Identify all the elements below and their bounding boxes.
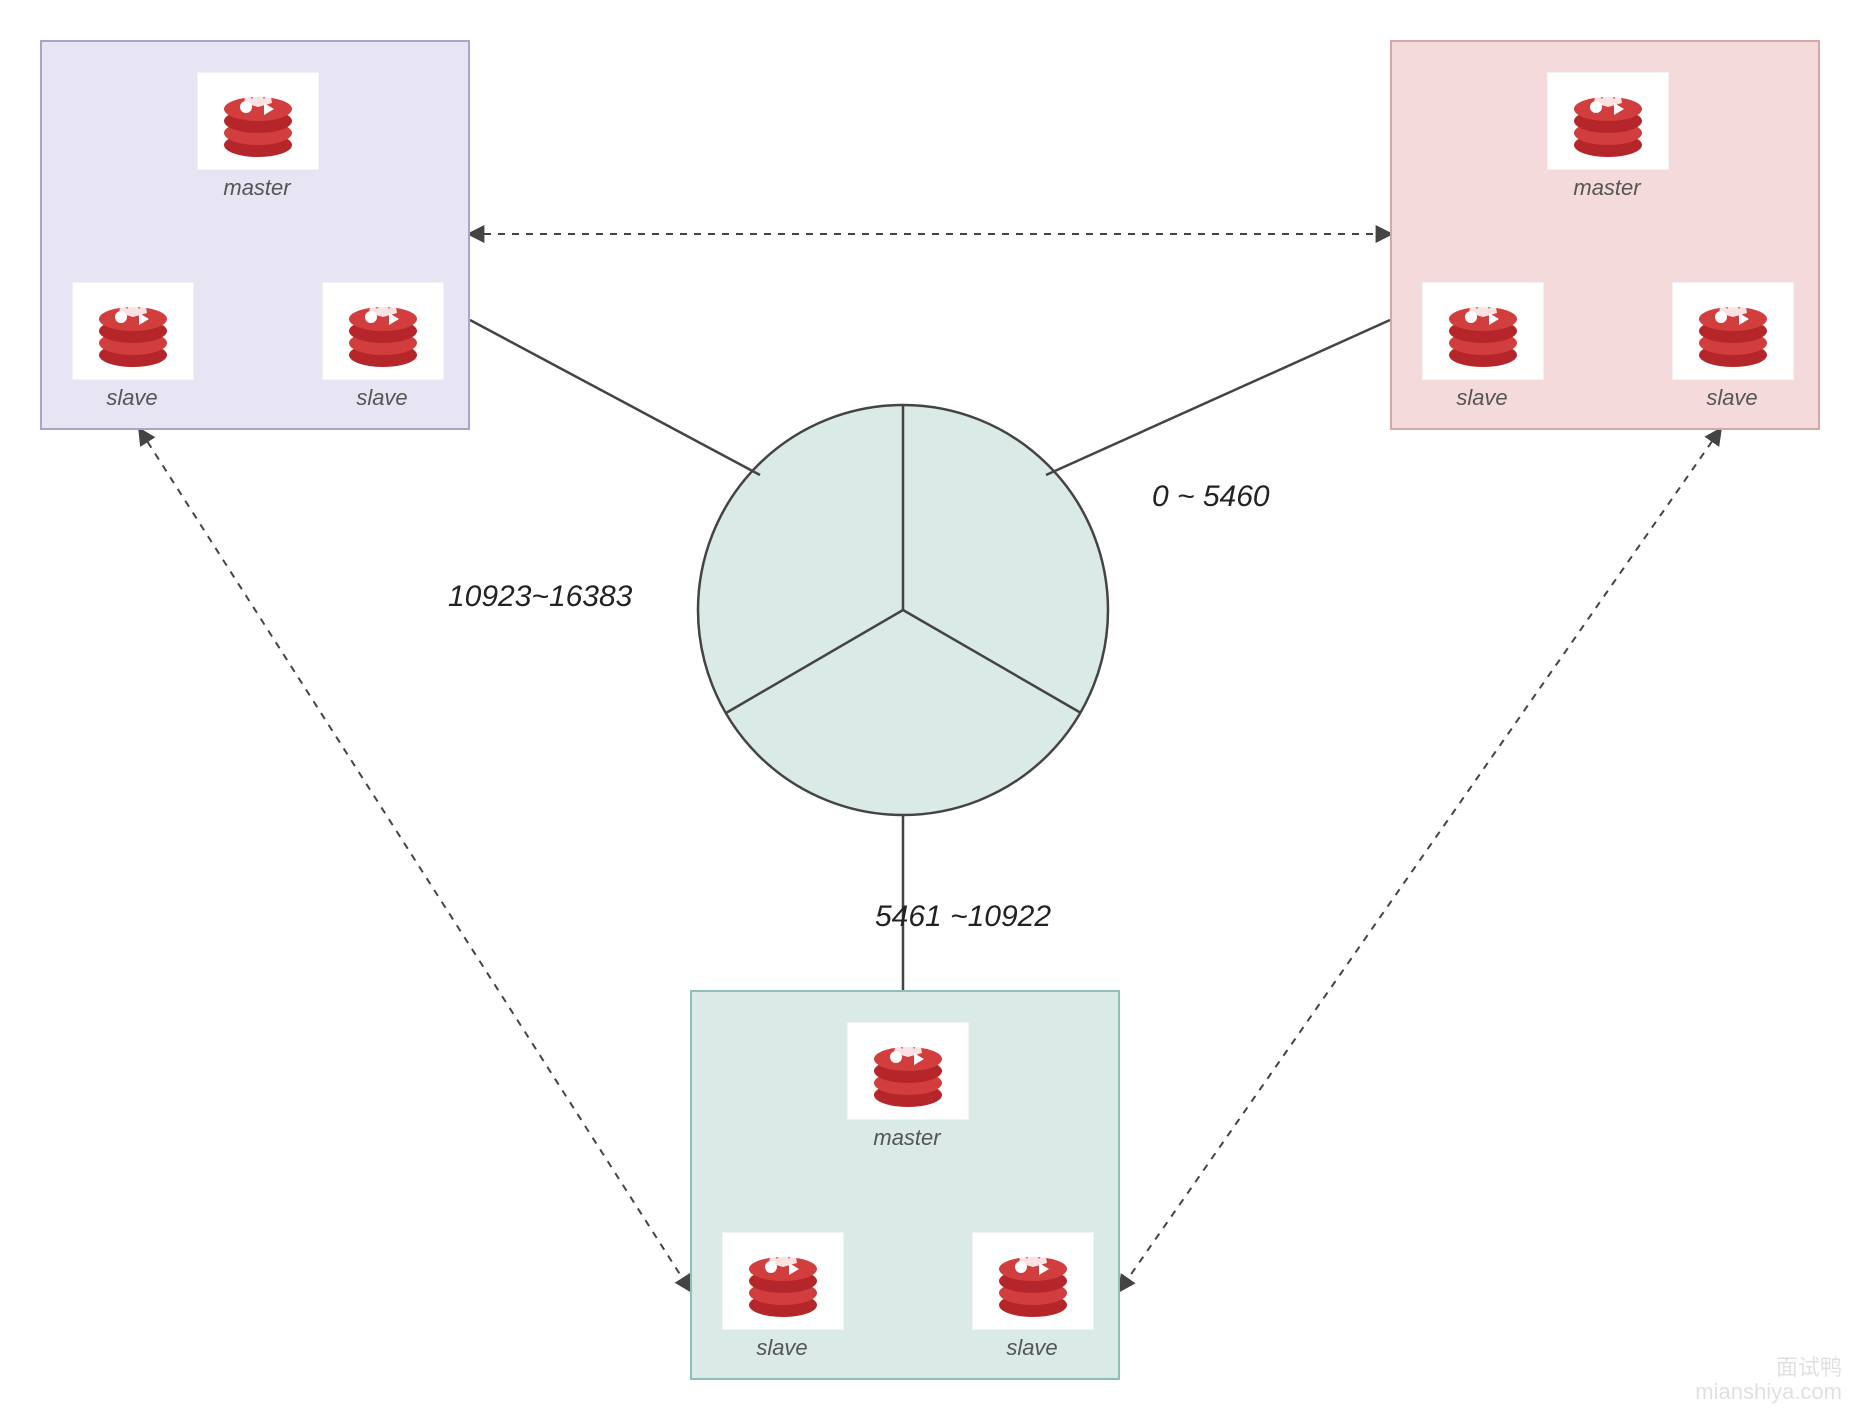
cluster-bottom: master slave slave	[690, 990, 1120, 1380]
circle-divider-bl	[726, 610, 903, 713]
master-label: master	[1547, 175, 1667, 201]
range-label-right: 0 ~ 5460	[1152, 480, 1270, 514]
slave-label: slave	[1672, 385, 1792, 411]
slot-circle	[698, 405, 1108, 815]
diagram-canvas: master slave slave master slave slave ma…	[0, 0, 1860, 1416]
circle-divider-br	[903, 610, 1081, 713]
redis-slave-icon	[322, 282, 444, 380]
slave-label: slave	[972, 1335, 1092, 1361]
connector-right	[1046, 320, 1390, 475]
redis-slave-icon	[1422, 282, 1544, 380]
dashed-right-bottom	[1120, 430, 1720, 1290]
slave-label: slave	[322, 385, 442, 411]
slave-label: slave	[72, 385, 192, 411]
connector-left	[470, 320, 760, 475]
watermark-line1: 面试鸭	[1695, 1356, 1842, 1380]
redis-slave-icon	[972, 1232, 1094, 1330]
slave-label: slave	[1422, 385, 1542, 411]
redis-slave-icon	[72, 282, 194, 380]
redis-master-icon	[197, 72, 319, 170]
cluster-left: master slave slave	[40, 40, 470, 430]
slave-label: slave	[722, 1335, 842, 1361]
dashed-left-bottom	[140, 430, 690, 1290]
redis-slave-icon	[722, 1232, 844, 1330]
range-label-left: 10923~16383	[448, 580, 632, 614]
master-label: master	[197, 175, 317, 201]
redis-slave-icon	[1672, 282, 1794, 380]
watermark-line2: mianshiya.com	[1695, 1380, 1842, 1404]
watermark: 面试鸭 mianshiya.com	[1695, 1356, 1842, 1404]
master-label: master	[847, 1125, 967, 1151]
redis-master-icon	[1547, 72, 1669, 170]
cluster-right: master slave slave	[1390, 40, 1820, 430]
range-label-bottom: 5461 ~10922	[875, 900, 1051, 934]
redis-master-icon	[847, 1022, 969, 1120]
